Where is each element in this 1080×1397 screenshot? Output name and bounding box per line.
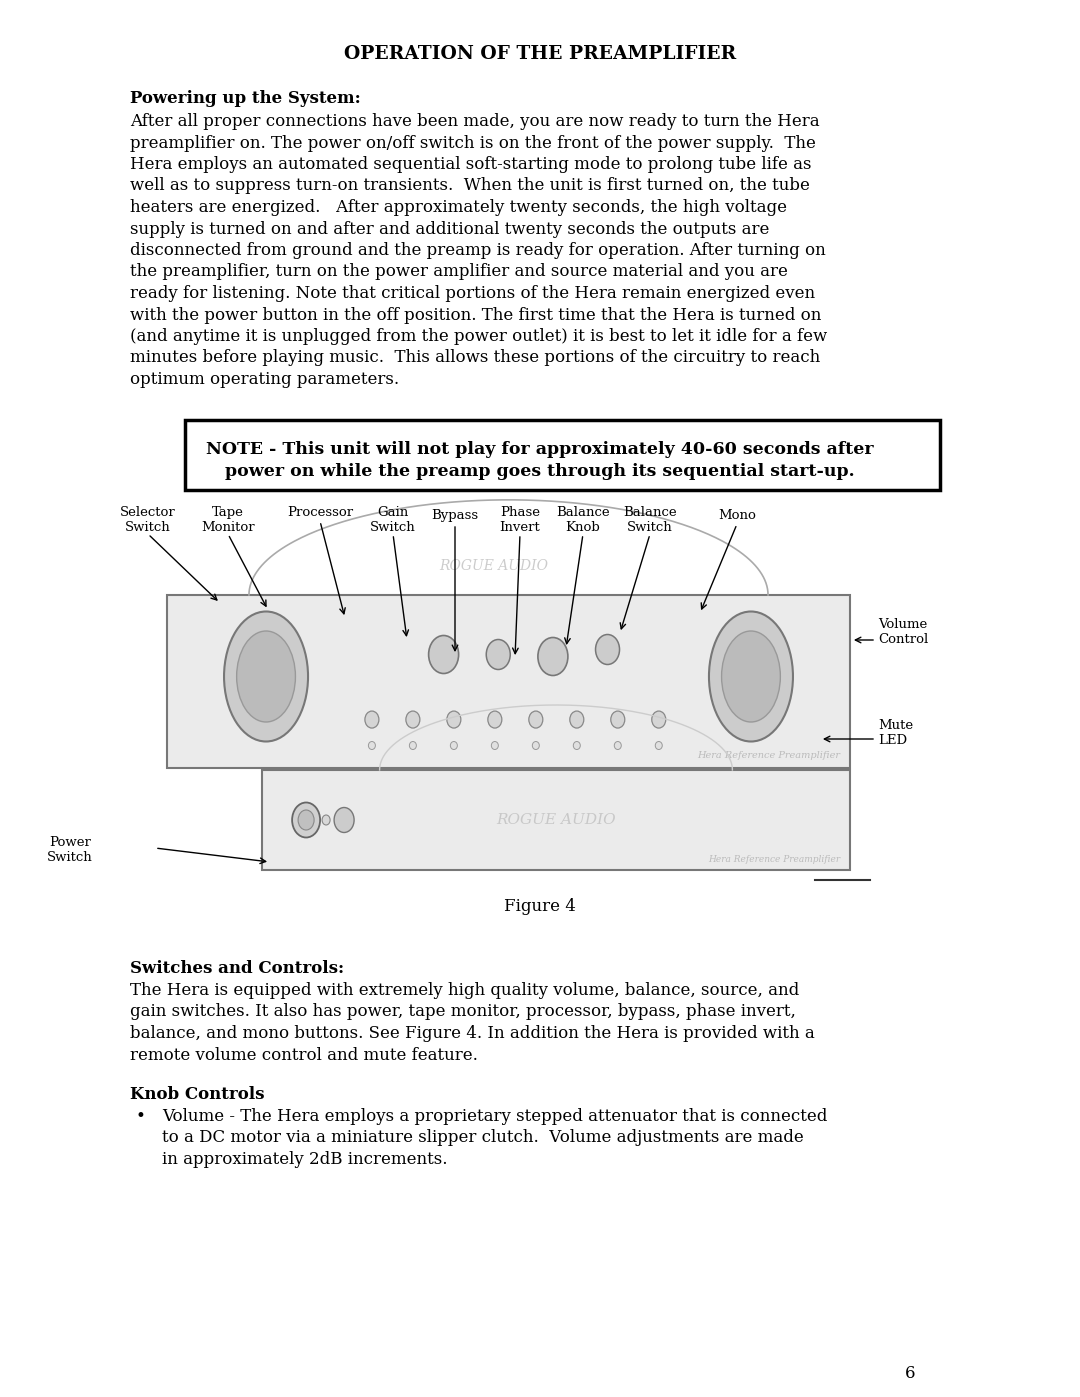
Ellipse shape xyxy=(322,814,330,826)
Text: NOTE - This unit will not play for approximately 40-60 seconds after: NOTE - This unit will not play for appro… xyxy=(206,441,874,458)
Text: heaters are energized.   After approximately twenty seconds, the high voltage: heaters are energized. After approximate… xyxy=(130,198,787,217)
Text: preamplifier on. The power on/off switch is on the front of the power supply.  T: preamplifier on. The power on/off switch… xyxy=(130,134,815,151)
Text: with the power button in the off position. The first time that the Hera is turne: with the power button in the off positio… xyxy=(130,306,822,324)
Ellipse shape xyxy=(488,711,502,728)
Text: Balance
Switch: Balance Switch xyxy=(623,506,677,534)
Text: Mute
LED: Mute LED xyxy=(878,719,913,747)
Text: Knob Controls: Knob Controls xyxy=(130,1085,265,1104)
Text: ROGUE AUDIO: ROGUE AUDIO xyxy=(438,559,548,573)
Ellipse shape xyxy=(611,711,624,728)
Ellipse shape xyxy=(708,612,793,742)
Ellipse shape xyxy=(429,636,459,673)
Text: Selector
Switch: Selector Switch xyxy=(120,506,176,534)
Text: Hera employs an automated sequential soft-starting mode to prolong tube life as: Hera employs an automated sequential sof… xyxy=(130,156,811,173)
Text: Processor: Processor xyxy=(287,506,353,520)
Ellipse shape xyxy=(532,742,539,750)
Ellipse shape xyxy=(406,711,420,728)
Text: (and anytime it is unplugged from the power outlet) it is best to let it idle fo: (and anytime it is unplugged from the po… xyxy=(130,328,827,345)
Text: disconnected from ground and the preamp is ready for operation. After turning on: disconnected from ground and the preamp … xyxy=(130,242,826,258)
Text: 6: 6 xyxy=(905,1365,915,1382)
Ellipse shape xyxy=(491,742,498,750)
Ellipse shape xyxy=(529,711,543,728)
Ellipse shape xyxy=(409,742,417,750)
Text: Power
Switch: Power Switch xyxy=(48,835,93,863)
Ellipse shape xyxy=(570,711,584,728)
Text: Hera Reference Preamplifier: Hera Reference Preamplifier xyxy=(707,855,840,863)
Ellipse shape xyxy=(292,802,320,837)
Text: ready for listening. Note that critical portions of the Hera remain energized ev: ready for listening. Note that critical … xyxy=(130,285,815,302)
Text: Gain
Switch: Gain Switch xyxy=(370,506,416,534)
Text: power on while the preamp goes through its sequential start-up.: power on while the preamp goes through i… xyxy=(226,462,854,481)
Bar xyxy=(167,595,850,768)
Ellipse shape xyxy=(237,631,296,722)
Text: to a DC motor via a miniature slipper clutch.  Volume adjustments are made: to a DC motor via a miniature slipper cl… xyxy=(162,1130,804,1147)
Ellipse shape xyxy=(538,637,568,676)
Text: Bypass: Bypass xyxy=(431,509,478,522)
Ellipse shape xyxy=(486,640,510,669)
Bar xyxy=(262,770,850,870)
Ellipse shape xyxy=(224,612,308,742)
Text: well as to suppress turn-on transients.  When the unit is first turned on, the t: well as to suppress turn-on transients. … xyxy=(130,177,810,194)
Text: ROGUE AUDIO: ROGUE AUDIO xyxy=(496,813,616,827)
Text: Balance
Knob: Balance Knob xyxy=(556,506,610,534)
Text: balance, and mono buttons. See Figure 4. In addition the Hera is provided with a: balance, and mono buttons. See Figure 4.… xyxy=(130,1025,814,1042)
Text: Powering up the System:: Powering up the System: xyxy=(130,89,361,108)
Ellipse shape xyxy=(450,742,457,750)
Text: The Hera is equipped with extremely high quality volume, balance, source, and: The Hera is equipped with extremely high… xyxy=(130,982,799,999)
Text: the preamplifier, turn on the power amplifier and source material and you are: the preamplifier, turn on the power ampl… xyxy=(130,264,788,281)
Text: supply is turned on and after and additional twenty seconds the outputs are: supply is turned on and after and additi… xyxy=(130,221,769,237)
Ellipse shape xyxy=(368,742,376,750)
Ellipse shape xyxy=(651,711,665,728)
Ellipse shape xyxy=(334,807,354,833)
Bar xyxy=(185,420,940,490)
Text: gain switches. It also has power, tape monitor, processor, bypass, phase invert,: gain switches. It also has power, tape m… xyxy=(130,1003,796,1020)
Text: Mono: Mono xyxy=(718,509,756,522)
Ellipse shape xyxy=(573,742,580,750)
Text: Switches and Controls:: Switches and Controls: xyxy=(130,960,345,977)
Text: Tape
Monitor: Tape Monitor xyxy=(201,506,255,534)
Ellipse shape xyxy=(365,711,379,728)
Ellipse shape xyxy=(615,742,621,750)
Text: After all proper connections have been made, you are now ready to turn the Hera: After all proper connections have been m… xyxy=(130,113,820,130)
Ellipse shape xyxy=(298,810,314,830)
Ellipse shape xyxy=(595,634,620,665)
Text: minutes before playing music.  This allows these portions of the circuitry to re: minutes before playing music. This allow… xyxy=(130,349,820,366)
Text: OPERATION OF THE PREAMPLIFIER: OPERATION OF THE PREAMPLIFIER xyxy=(343,45,737,63)
Text: remote volume control and mute feature.: remote volume control and mute feature. xyxy=(130,1046,477,1063)
Text: Hera Reference Preamplifier: Hera Reference Preamplifier xyxy=(697,752,840,760)
Text: Figure 4: Figure 4 xyxy=(504,898,576,915)
Text: optimum operating parameters.: optimum operating parameters. xyxy=(130,372,400,388)
Text: •: • xyxy=(135,1108,145,1125)
Text: Volume
Control: Volume Control xyxy=(878,617,928,645)
Ellipse shape xyxy=(721,631,781,722)
Text: Phase
Invert: Phase Invert xyxy=(500,506,540,534)
Ellipse shape xyxy=(447,711,461,728)
Text: in approximately 2dB increments.: in approximately 2dB increments. xyxy=(162,1151,447,1168)
Text: Volume - The Hera employs a proprietary stepped attenuator that is connected: Volume - The Hera employs a proprietary … xyxy=(162,1108,827,1125)
Ellipse shape xyxy=(656,742,662,750)
